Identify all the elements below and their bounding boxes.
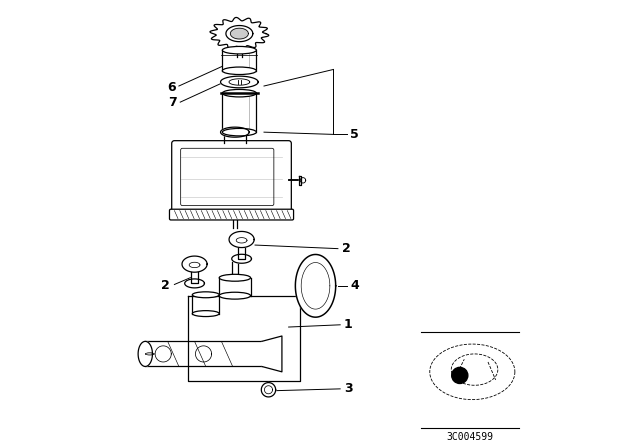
Ellipse shape	[222, 90, 257, 97]
Ellipse shape	[145, 353, 154, 355]
Text: 2: 2	[161, 279, 170, 293]
Ellipse shape	[219, 292, 251, 299]
FancyBboxPatch shape	[172, 141, 291, 213]
Polygon shape	[296, 254, 336, 317]
Polygon shape	[182, 256, 207, 272]
Polygon shape	[188, 296, 300, 381]
Text: 7: 7	[168, 95, 177, 109]
Polygon shape	[191, 272, 198, 284]
Polygon shape	[261, 383, 276, 397]
Ellipse shape	[192, 310, 219, 317]
Polygon shape	[138, 341, 152, 366]
Ellipse shape	[222, 129, 257, 136]
Polygon shape	[229, 232, 254, 248]
Text: 5: 5	[351, 128, 359, 141]
FancyBboxPatch shape	[170, 209, 294, 220]
Polygon shape	[221, 76, 258, 88]
Ellipse shape	[222, 67, 257, 74]
Text: 4: 4	[351, 279, 359, 293]
Text: 1: 1	[344, 318, 353, 332]
Text: 3C004599: 3C004599	[447, 432, 493, 442]
Ellipse shape	[219, 274, 251, 281]
Text: 2: 2	[342, 242, 350, 255]
Text: 6: 6	[167, 81, 176, 94]
Polygon shape	[221, 127, 249, 137]
Ellipse shape	[222, 47, 257, 54]
Circle shape	[452, 367, 468, 383]
Polygon shape	[230, 28, 248, 39]
Polygon shape	[262, 336, 282, 372]
Polygon shape	[229, 79, 250, 85]
Ellipse shape	[192, 292, 219, 298]
Text: 3: 3	[344, 382, 353, 396]
Polygon shape	[232, 254, 252, 263]
Polygon shape	[185, 279, 204, 288]
Polygon shape	[210, 17, 269, 50]
Polygon shape	[300, 176, 301, 185]
Ellipse shape	[145, 353, 154, 355]
Polygon shape	[238, 248, 245, 259]
